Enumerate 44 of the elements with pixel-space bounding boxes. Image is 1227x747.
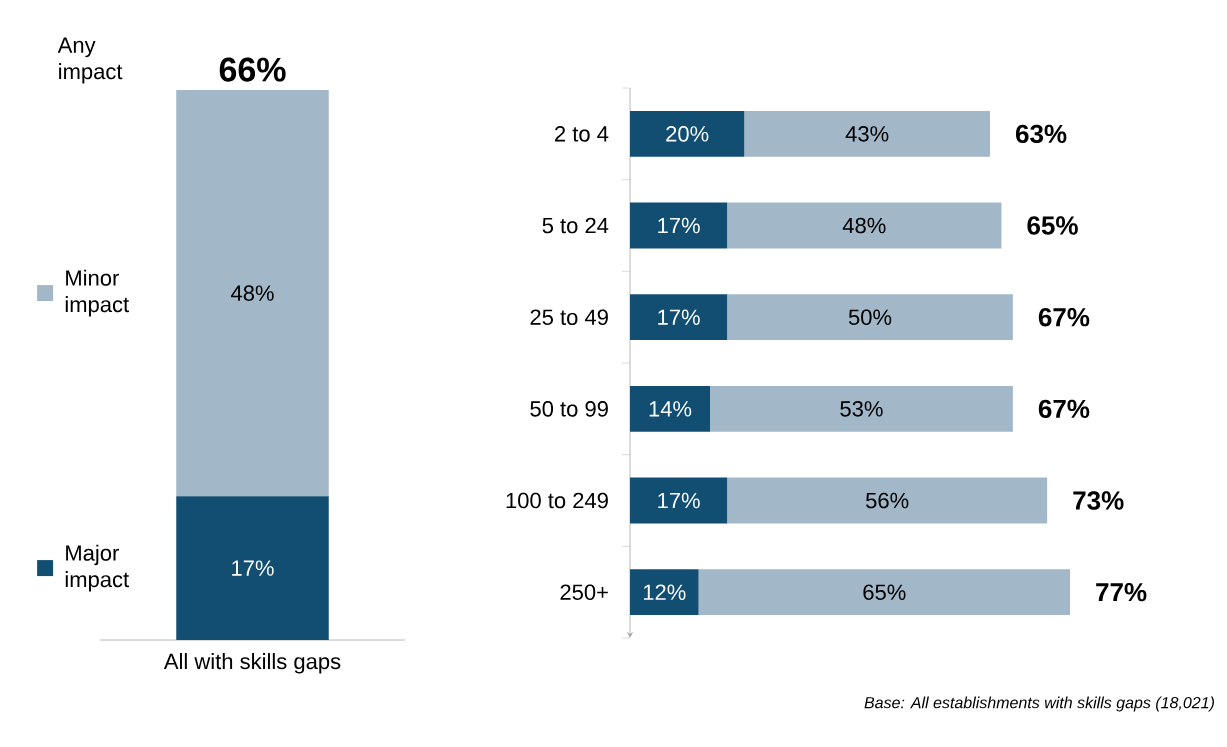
total-label: 63% bbox=[1015, 124, 1067, 144]
y-tick-label: 5 to 24 bbox=[542, 217, 609, 234]
y-tick-label: 100 to 249 bbox=[506, 492, 608, 509]
y-tick-label: 250+ bbox=[560, 584, 608, 600]
data-label: 48% bbox=[842, 217, 886, 234]
data-label: 17% bbox=[232, 560, 274, 576]
text: Any impact bbox=[57, 37, 123, 84]
total-label: 67% bbox=[1038, 307, 1090, 327]
y-tick-label: 2 to 4 bbox=[555, 126, 609, 142]
total-label: 65% bbox=[1027, 216, 1078, 235]
data-label: 17% bbox=[658, 309, 700, 325]
total-label: 77% bbox=[1096, 583, 1147, 602]
data-label: 53% bbox=[840, 401, 883, 417]
legend-label: Major impact bbox=[65, 544, 129, 592]
x-tick-label: All with skills gaps bbox=[163, 653, 341, 674]
bar bbox=[630, 294, 728, 341]
total-label: 67% bbox=[1038, 399, 1090, 419]
data-label: 17% bbox=[658, 217, 700, 234]
legend-label: Minor impact bbox=[65, 269, 129, 317]
data-label: 65% bbox=[863, 584, 906, 600]
data-label: 43% bbox=[845, 126, 889, 142]
bar bbox=[630, 202, 728, 249]
bar bbox=[630, 477, 728, 524]
y-tick-label: 50 to 99 bbox=[530, 401, 608, 417]
data-label: 14% bbox=[649, 401, 692, 417]
data-label: 50% bbox=[848, 309, 892, 325]
data-label: 12% bbox=[643, 584, 686, 600]
bar bbox=[630, 569, 699, 616]
bar bbox=[744, 110, 991, 157]
total-label: 73% bbox=[1073, 491, 1124, 510]
data-label: 20% bbox=[666, 126, 709, 142]
bar bbox=[727, 202, 1002, 249]
total-label: 66% bbox=[219, 57, 286, 82]
data-label: 17% bbox=[658, 492, 700, 509]
data-label: 56% bbox=[866, 492, 909, 509]
bar bbox=[727, 477, 1048, 524]
bar bbox=[698, 569, 1071, 616]
y-tick-label: 25 to 49 bbox=[530, 309, 608, 325]
text: Base: All establishments with skills gaps (18,021) bbox=[864, 696, 1214, 712]
bar bbox=[630, 385, 711, 432]
bar bbox=[727, 294, 1013, 341]
bar bbox=[710, 385, 1013, 432]
bar bbox=[630, 110, 745, 157]
data-label: 48% bbox=[230, 285, 274, 301]
